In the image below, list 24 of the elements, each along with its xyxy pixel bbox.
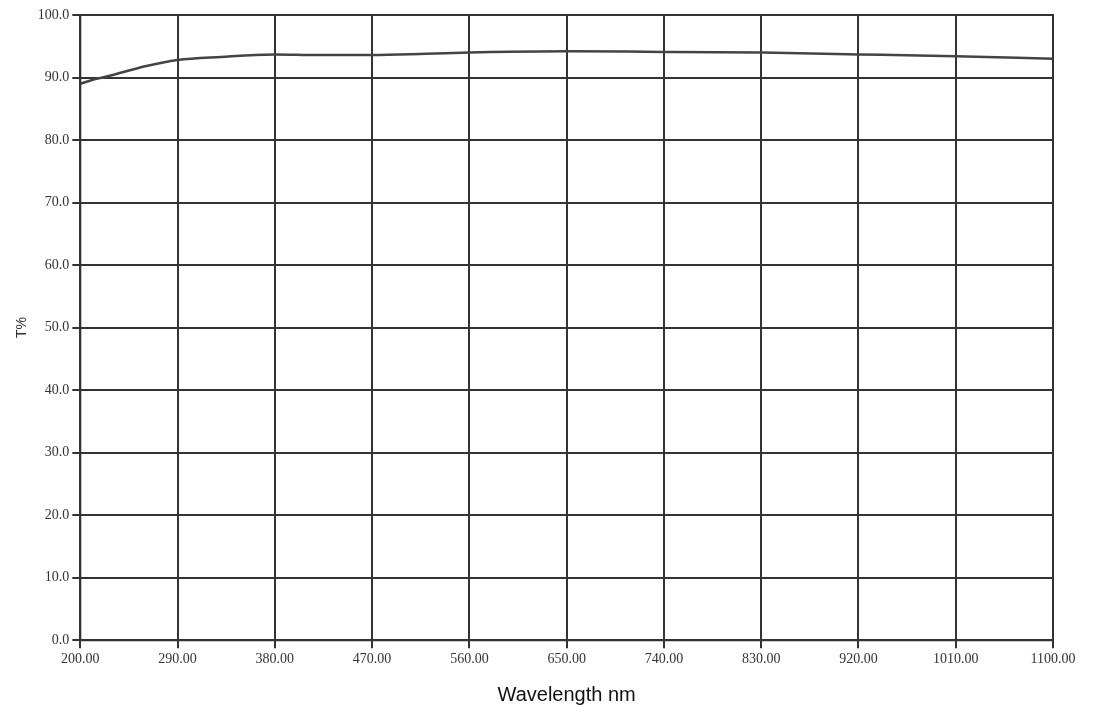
x-tick-label: 650.00 bbox=[547, 651, 586, 667]
y-tick-label: 80.0 bbox=[44, 131, 70, 147]
x-tick-label: 470.00 bbox=[352, 651, 392, 667]
x-axis-title: Wavelength nm bbox=[497, 682, 636, 705]
x-tick-label: 830.00 bbox=[741, 651, 781, 667]
y-tick-label: 90.0 bbox=[44, 69, 70, 85]
x-tick-label: 1100.00 bbox=[1030, 651, 1076, 667]
x-tick-label: 920.00 bbox=[839, 651, 878, 667]
y-tick-label: 50.0 bbox=[44, 319, 70, 335]
x-tick-label: 290.00 bbox=[158, 651, 197, 667]
y-tick-label: 20.0 bbox=[44, 506, 70, 522]
x-tick-label: 1010.00 bbox=[932, 651, 979, 667]
x-tick-label: 740.00 bbox=[644, 651, 684, 667]
y-tick-label: 0.0 bbox=[51, 631, 70, 647]
y-tick-label: 60.0 bbox=[44, 256, 70, 272]
y-tick-label: 100.0 bbox=[37, 6, 70, 22]
y-tick-label: 30.0 bbox=[44, 444, 70, 460]
y-tick-label: 40.0 bbox=[44, 381, 70, 397]
y-axis-title: T% bbox=[13, 317, 30, 339]
y-tick-label: 10.0 bbox=[44, 569, 70, 585]
x-tick-label: 560.00 bbox=[450, 651, 489, 667]
y-tick-label: 70.0 bbox=[44, 194, 70, 210]
x-tick-label: 200.00 bbox=[61, 651, 100, 667]
x-tick-label: 380.00 bbox=[255, 651, 295, 667]
